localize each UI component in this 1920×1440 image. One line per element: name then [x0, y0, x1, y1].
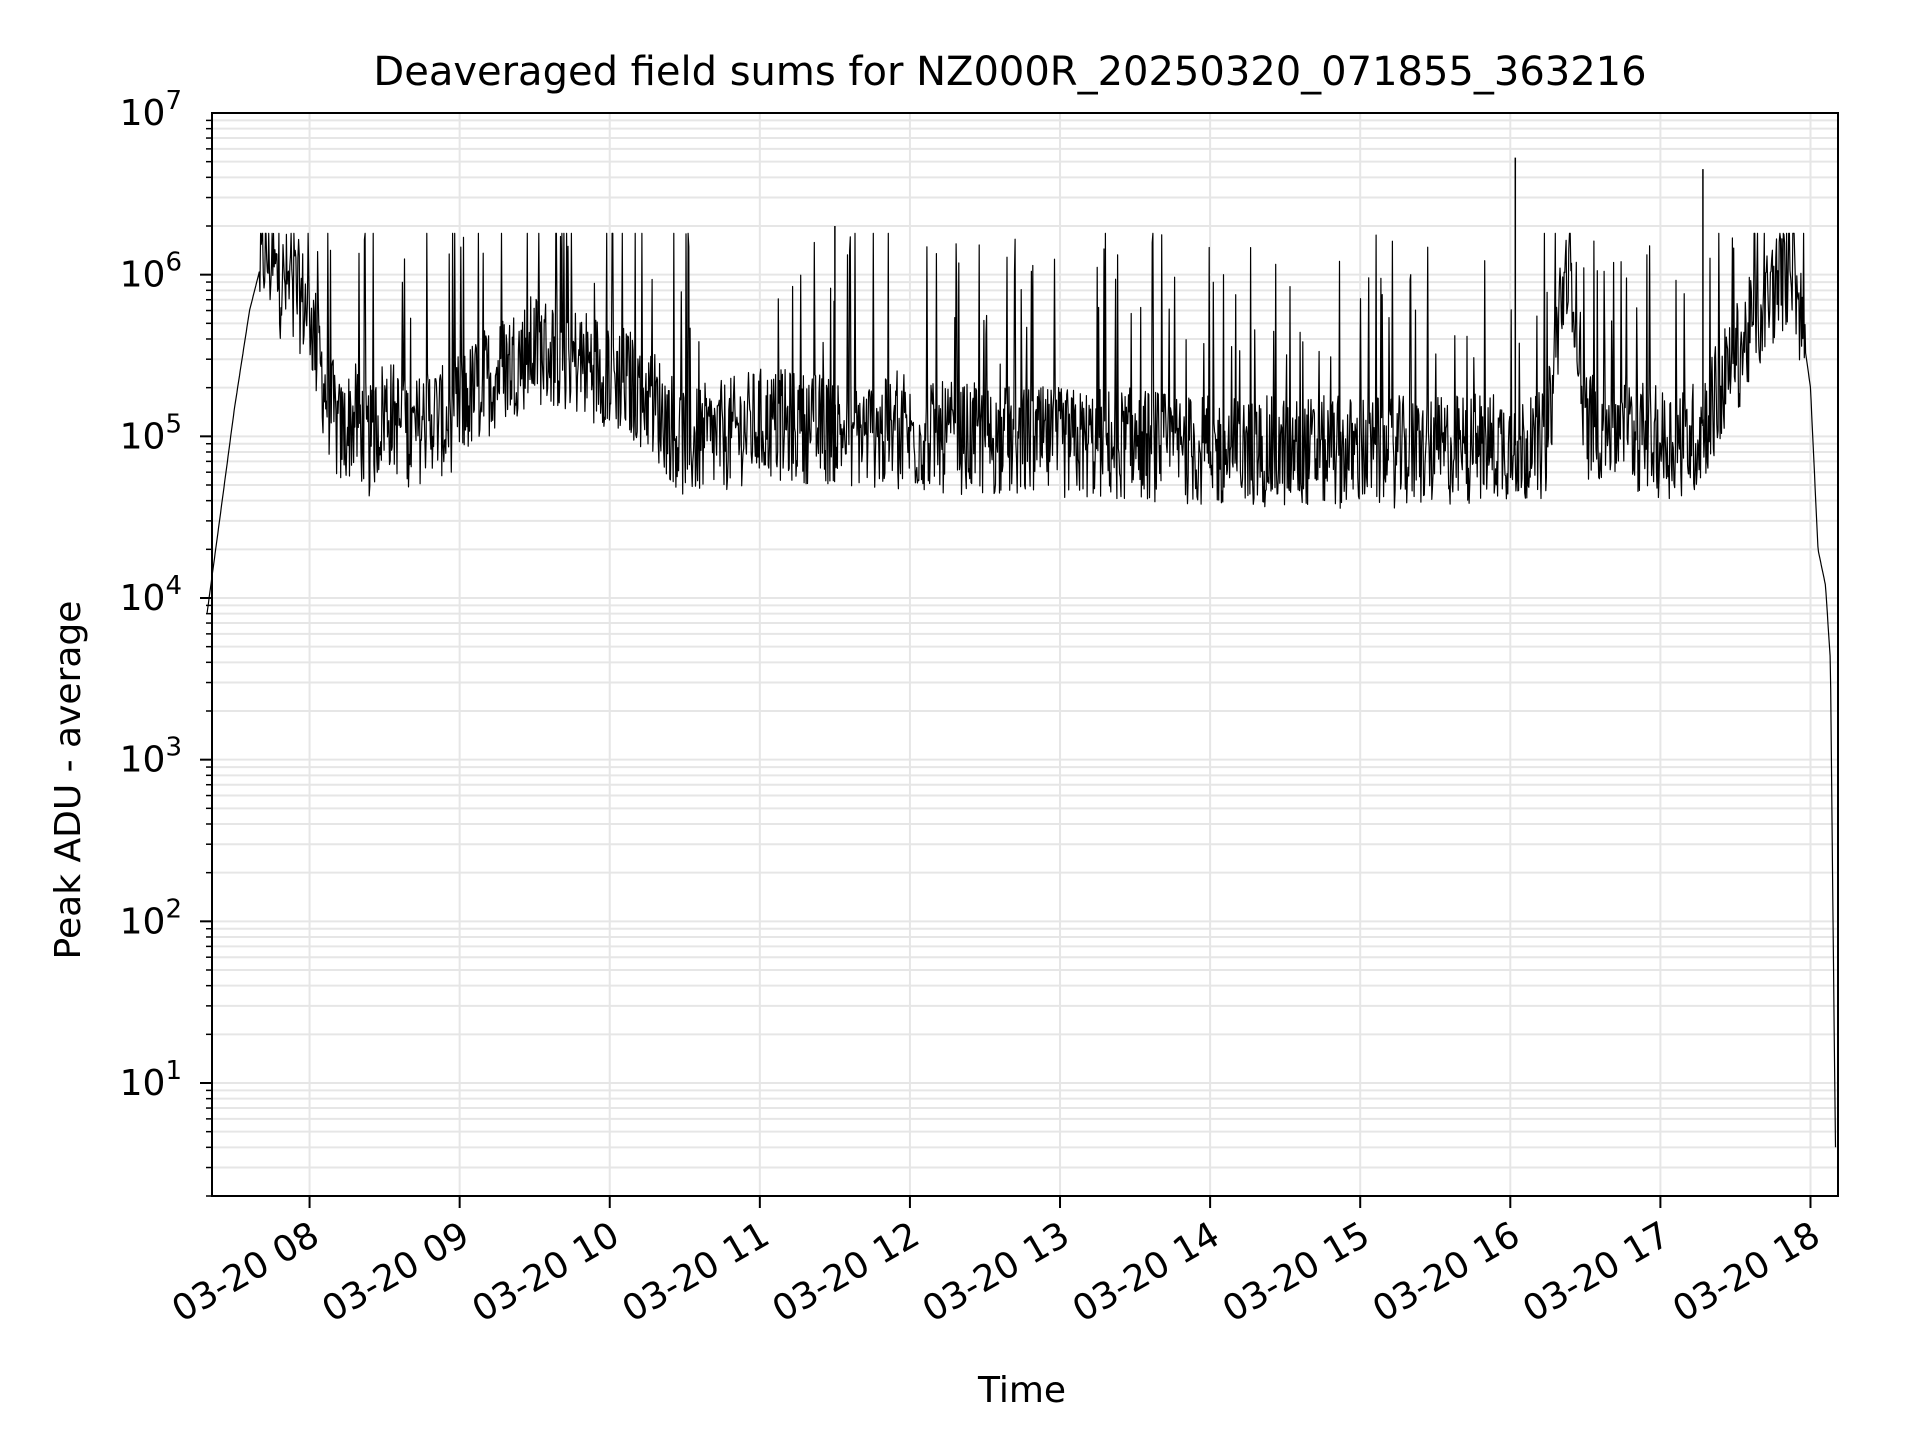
plot-frame — [211, 112, 1839, 1197]
x-tick-label: 03-20 11 — [616, 1214, 777, 1330]
x-tick-label: 03-20 09 — [315, 1214, 476, 1330]
x-tick-label: 03-20 15 — [1216, 1214, 1377, 1330]
x-tick-label: 03-20 16 — [1366, 1214, 1527, 1330]
x-axis-label: Time — [977, 1370, 1066, 1411]
y-axis-label: Peak ADU - average — [48, 601, 89, 960]
y-tick-label: 105 — [120, 409, 182, 457]
chart-title: Deaveraged field sums for NZ000R_2025032… — [373, 49, 1646, 95]
y-tick-label: 104 — [120, 571, 182, 619]
x-tick-label: 03-20 17 — [1516, 1214, 1677, 1330]
x-tick-label: 03-20 14 — [1066, 1214, 1227, 1330]
y-tick-label: 106 — [120, 248, 182, 296]
x-tick-label: 03-20 08 — [165, 1214, 326, 1330]
y-tick-label: 103 — [120, 733, 182, 781]
y-axis-ticks: 101 102 103 104 105 106 107 — [120, 86, 212, 1197]
x-tick-label: 03-20 13 — [916, 1214, 1077, 1330]
y-tick-label: 102 — [120, 894, 182, 942]
y-tick-label: 107 — [120, 86, 182, 134]
x-tick-label: 03-20 12 — [766, 1214, 927, 1330]
x-tick-label: 03-20 18 — [1666, 1214, 1827, 1330]
x-tick-label: 03-20 10 — [466, 1214, 627, 1330]
series-layer — [206, 157, 1837, 1148]
grid — [212, 113, 1838, 1197]
y-tick-label: 101 — [120, 1056, 182, 1104]
series-line — [206, 232, 1837, 1148]
